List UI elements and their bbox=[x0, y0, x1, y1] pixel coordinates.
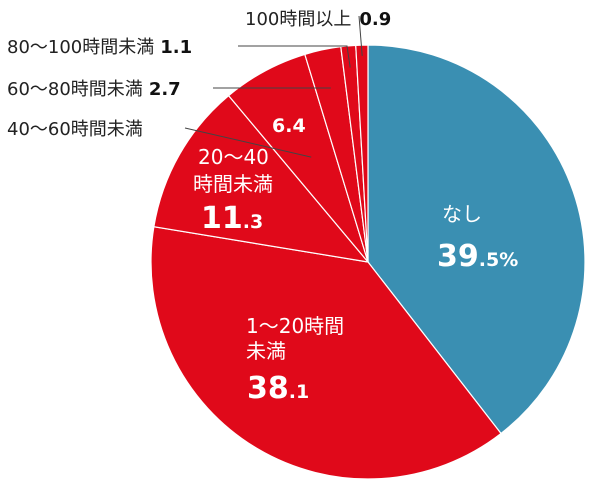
leader-100 bbox=[358, 15, 363, 56]
label-20-40-line1: 20〜40 bbox=[198, 145, 269, 169]
label-20-40-value: 11.3 bbox=[201, 201, 263, 236]
pie-slice-h100 bbox=[355, 44, 369, 263]
label-80-100-name: 80〜100時間未満 bbox=[7, 37, 154, 58]
label-1-20-value: 38.1 bbox=[247, 371, 309, 406]
label-1-20-line2: 未満 bbox=[246, 339, 286, 363]
pie-slice-h20_40 bbox=[153, 94, 370, 263]
label-40-60-value: 6.4 bbox=[272, 115, 306, 137]
label-40-60-name: 40〜60時間未満 bbox=[7, 119, 143, 140]
leader-lines bbox=[184, 15, 363, 158]
pie-slice-h1_20 bbox=[150, 226, 502, 480]
leader-40-60 bbox=[184, 127, 312, 158]
label-80-100-value: 1.1 bbox=[160, 37, 192, 58]
leader-80-100 bbox=[238, 45, 351, 68]
label-60-80: 60〜80時間未満 2.7 bbox=[7, 79, 181, 100]
pie-slices bbox=[150, 44, 586, 480]
label-100-value: 0.9 bbox=[359, 9, 391, 30]
label-100-name: 100時間以上 bbox=[245, 9, 351, 30]
label-none-name: なし bbox=[442, 202, 482, 226]
pie-slice-none bbox=[367, 44, 586, 435]
label-1-20-line1: 1〜20時間 bbox=[246, 314, 344, 338]
label-none-value: 39.5% bbox=[437, 239, 518, 274]
label-60-80-value: 2.7 bbox=[149, 79, 181, 100]
label-20-40-line2: 時間未満 bbox=[193, 172, 273, 196]
label-80-100: 80〜100時間未満 1.1 bbox=[7, 37, 192, 58]
label-60-80-name: 60〜80時間未満 bbox=[7, 79, 143, 100]
label-100: 100時間以上 0.9 bbox=[245, 9, 391, 30]
